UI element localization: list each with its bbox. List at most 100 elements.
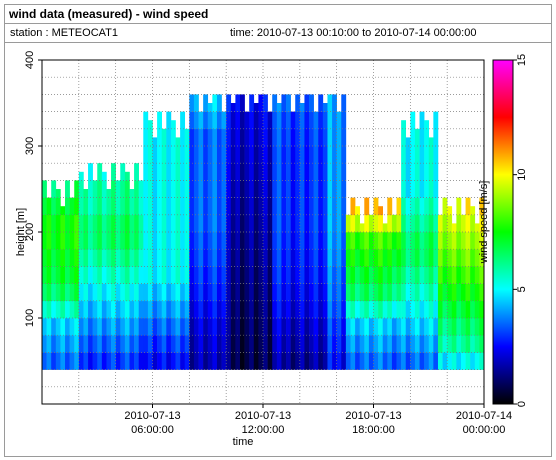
heatmap-cell	[143, 111, 149, 130]
heatmap-cell	[83, 232, 89, 250]
heatmap-cell	[166, 214, 172, 233]
heatmap-cell	[203, 300, 209, 319]
heatmap-cell	[433, 128, 439, 147]
heatmap-cell	[428, 249, 434, 267]
heatmap-cell	[414, 318, 420, 336]
heatmap-cell	[101, 232, 107, 250]
heatmap-cell	[46, 249, 52, 267]
heatmap-cell	[414, 249, 420, 267]
heatmap-cell	[97, 318, 103, 336]
heatmap-cell	[147, 300, 153, 319]
heatmap-cell	[226, 352, 232, 370]
heatmap-cell	[147, 335, 153, 353]
heatmap-cell	[83, 197, 89, 216]
heatmap-cell	[189, 300, 195, 319]
heatmap-cell	[318, 94, 324, 112]
heatmap-cell	[120, 214, 126, 233]
heatmap-cell	[166, 180, 172, 198]
heatmap-cell	[212, 266, 218, 284]
heatmap-cell	[212, 111, 218, 130]
heatmap-cell	[249, 352, 255, 370]
heatmap-cell	[428, 318, 434, 336]
heatmap-cell	[322, 249, 328, 267]
heatmap-cell	[401, 232, 407, 250]
heatmap-cell	[447, 352, 453, 370]
heatmap-cell	[198, 146, 204, 164]
heatmap-cell	[55, 283, 61, 302]
heatmap-cell	[203, 232, 209, 250]
heatmap-cell	[230, 249, 236, 267]
heatmap-cell	[253, 214, 259, 233]
heatmap-cell	[161, 214, 167, 233]
heatmap-cell	[147, 283, 153, 302]
heatmap-cell	[230, 128, 236, 147]
heatmap-cell	[42, 180, 47, 198]
heatmap-cell	[309, 335, 314, 353]
heatmap-cell	[373, 197, 379, 216]
heatmap-cell	[456, 352, 462, 370]
heatmap-cell	[295, 249, 301, 267]
heatmap-cell	[226, 180, 232, 198]
heatmap-cell	[290, 283, 296, 302]
heatmap-cell	[350, 197, 356, 216]
heatmap-cell	[138, 283, 144, 302]
heatmap-cell	[143, 128, 149, 147]
heatmap-cell	[55, 266, 61, 284]
y-tick-label: 100	[24, 309, 36, 327]
heatmap-cell	[180, 197, 186, 216]
heatmap-cell	[474, 352, 480, 370]
heatmap-cell	[304, 163, 310, 181]
heatmap-cell	[207, 300, 213, 319]
heatmap-cell	[193, 232, 199, 250]
heatmap-cell	[221, 300, 227, 319]
heatmap-cell	[60, 232, 66, 250]
heatmap-cell	[184, 249, 190, 267]
heatmap-cell	[424, 232, 430, 250]
heatmap-cell	[65, 214, 70, 233]
heatmap-cell	[78, 197, 84, 216]
heatmap-cell	[216, 94, 222, 112]
heatmap-cell	[286, 146, 291, 164]
heatmap-cell	[479, 283, 485, 302]
heatmap-cell	[216, 249, 222, 267]
heatmap-cell	[212, 146, 218, 164]
heatmap-cell	[447, 214, 453, 233]
heatmap-cell	[120, 180, 126, 198]
heatmap-cell	[424, 146, 430, 164]
heatmap-cell	[111, 197, 116, 216]
heatmap-cell	[147, 180, 153, 198]
heatmap-cell	[157, 214, 162, 233]
heatmap-cell	[180, 214, 186, 233]
heatmap-cell	[318, 146, 324, 164]
heatmap-cell	[120, 335, 126, 353]
heatmap-cell	[244, 111, 250, 130]
heatmap-cell	[170, 197, 176, 216]
heatmap-cell	[318, 163, 324, 181]
y-tick-label: 200	[24, 223, 36, 241]
heatmap-cell	[51, 283, 57, 302]
heatmap-cell	[111, 232, 116, 250]
heatmap-cell	[350, 214, 356, 233]
heatmap-cell	[97, 352, 103, 370]
heatmap-cell	[336, 300, 342, 319]
heatmap-cell	[230, 318, 236, 336]
heatmap-cell	[341, 94, 347, 112]
heatmap-cell	[387, 335, 393, 353]
heatmap-cell	[474, 223, 480, 233]
heatmap-cell	[111, 180, 116, 198]
heatmap-cell	[101, 171, 107, 181]
heatmap-cell	[410, 214, 416, 233]
heatmap-cell	[318, 111, 324, 130]
heatmap-cell	[437, 318, 443, 336]
heatmap-cell	[120, 300, 126, 319]
heatmap-cell	[253, 318, 259, 336]
heatmap-cell	[51, 249, 57, 267]
heatmap-cell	[207, 111, 213, 130]
heatmap-cell	[83, 189, 89, 198]
heatmap-cell	[387, 283, 393, 302]
heatmap-cell	[244, 128, 250, 147]
heatmap-cell	[286, 180, 291, 198]
heatmap-cell	[235, 300, 241, 319]
heatmap-cell	[267, 197, 273, 216]
heatmap-cell	[286, 214, 291, 233]
